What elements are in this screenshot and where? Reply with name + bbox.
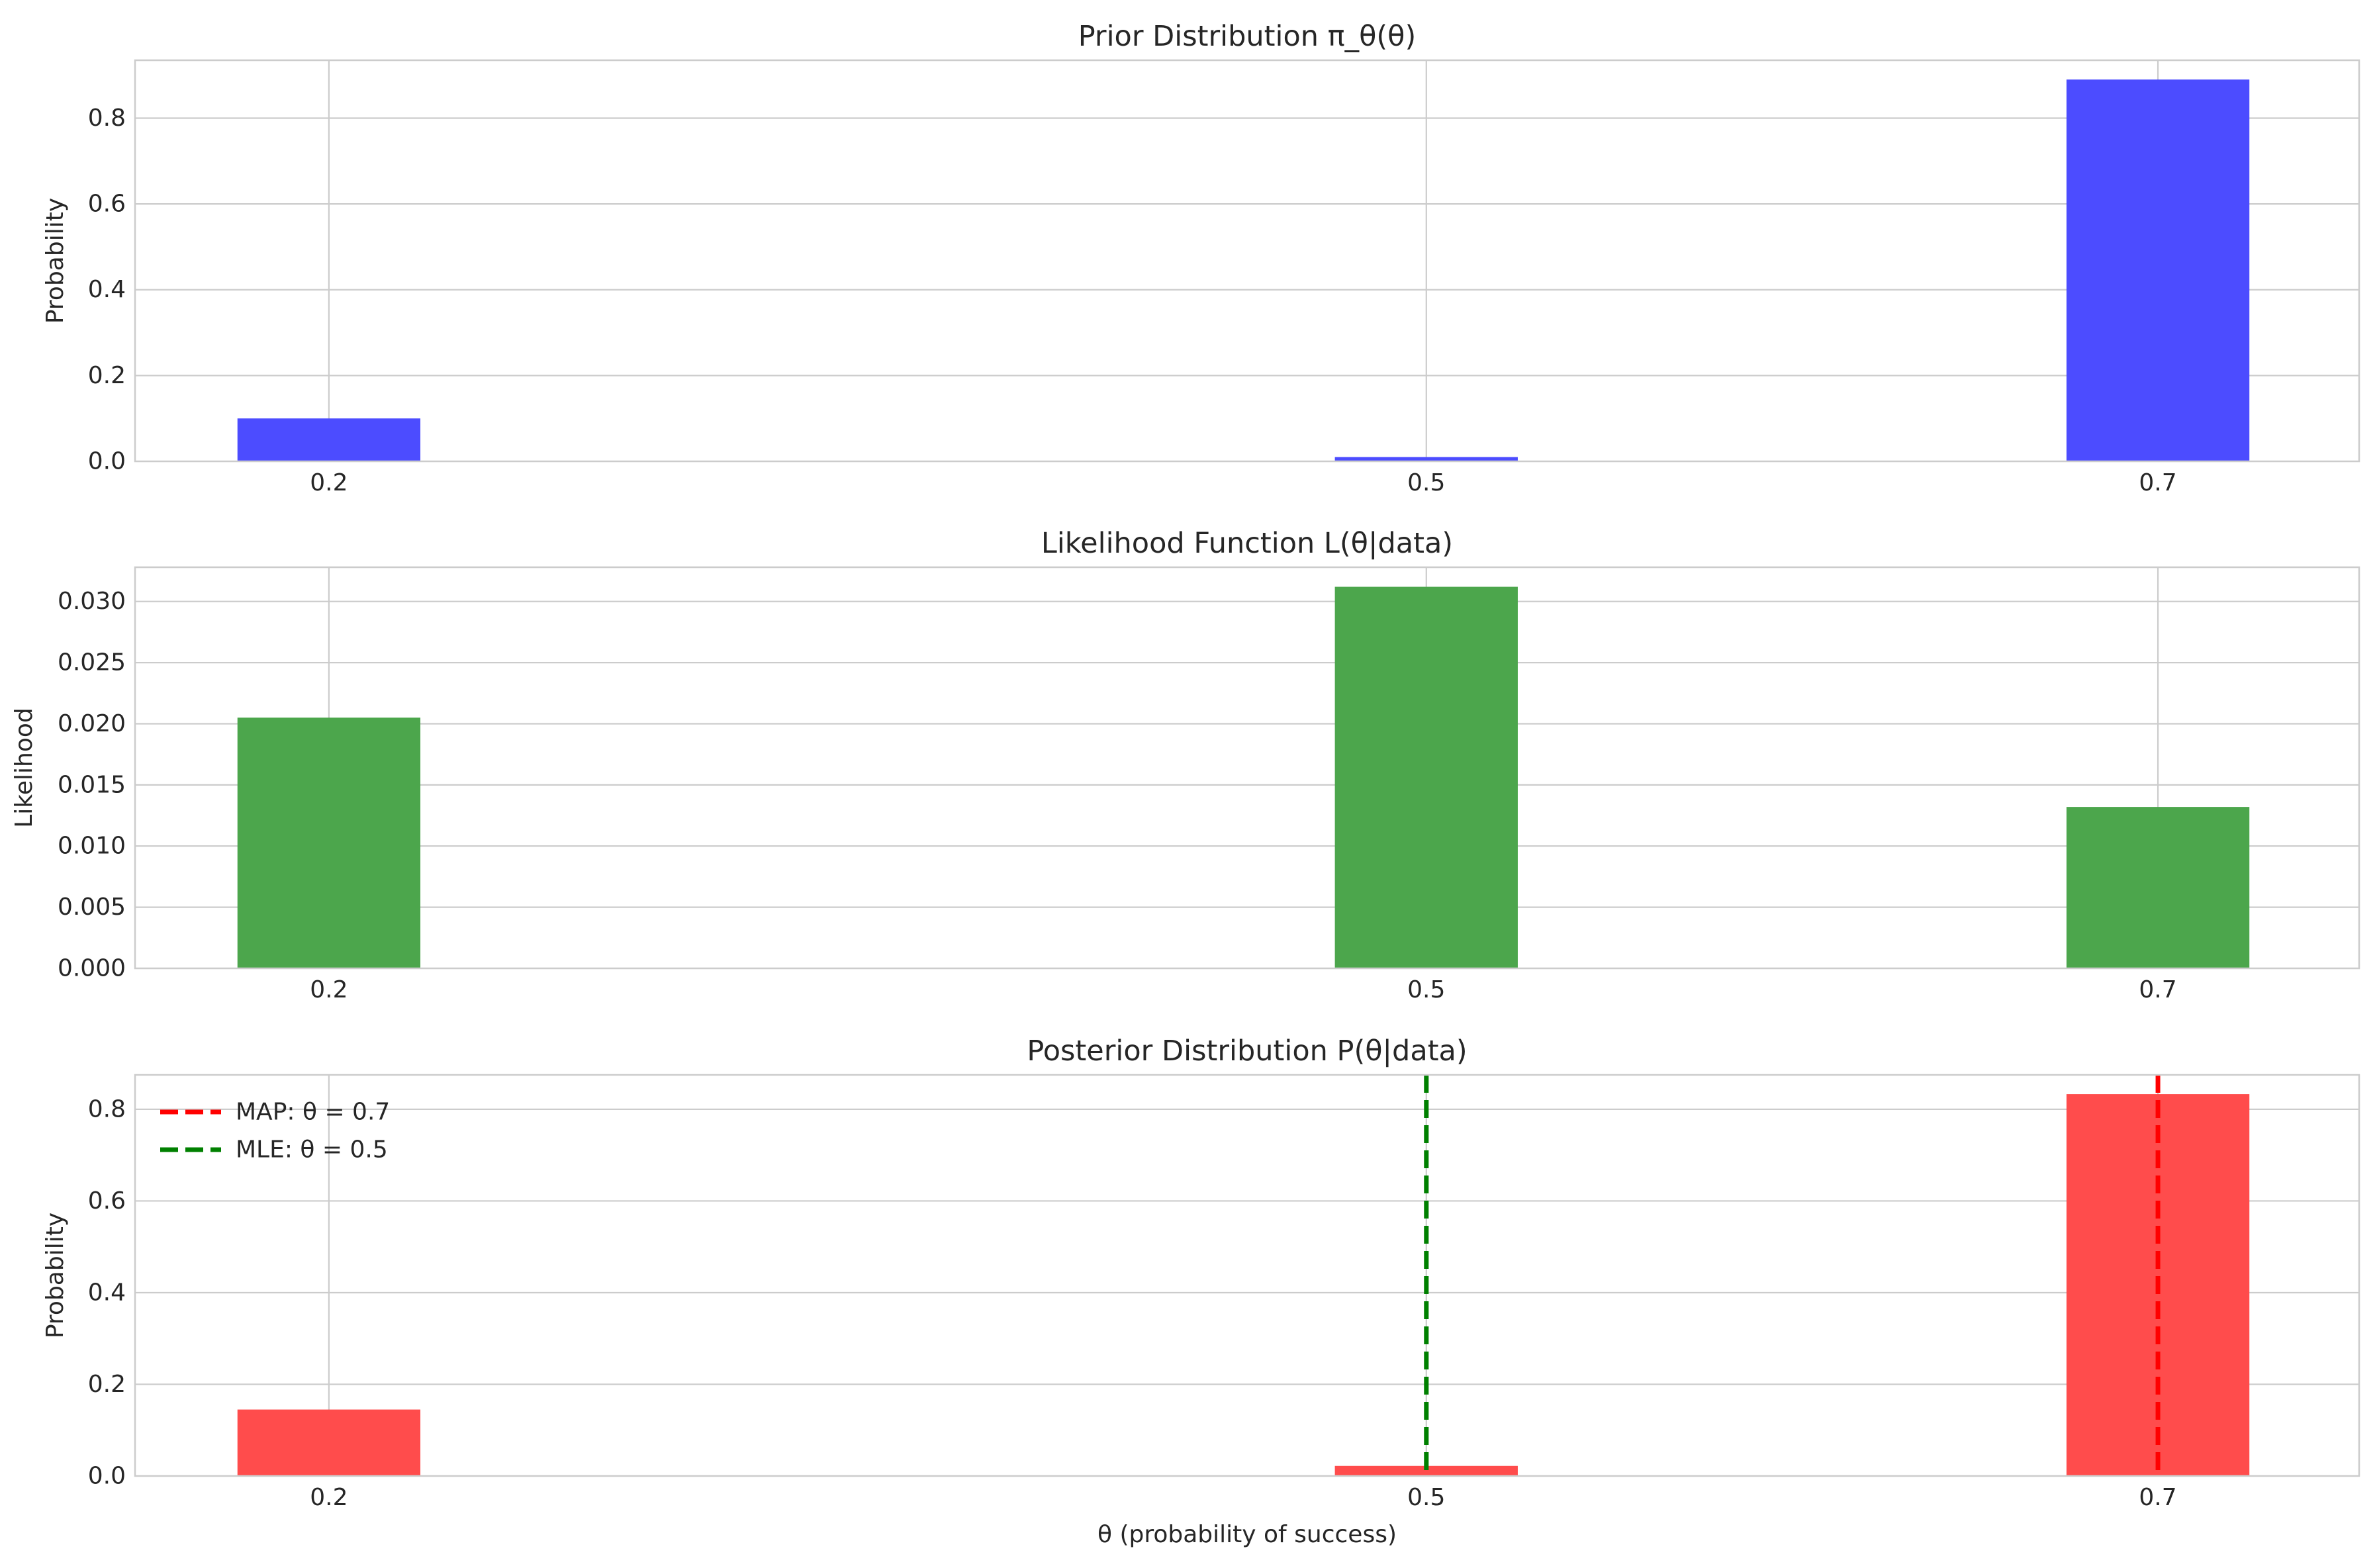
x-tick-label: 0.5 (1407, 1484, 1445, 1511)
bar-0.7 (2066, 807, 2250, 968)
y-tick-label: 0.4 (88, 276, 126, 303)
y-tick-label: 0.0 (88, 1463, 126, 1490)
panel-title: Likelihood Function L(θ|data) (1041, 527, 1453, 560)
plot-frame (134, 59, 2360, 463)
plot-frame (134, 1074, 2360, 1477)
panel-title: Prior Distribution π_θ(θ) (1078, 20, 1417, 53)
y-tick-label: 0.6 (88, 191, 126, 218)
panel-2: 0.000 0.005 0.010 0.015 0.020 0.025 0.030 0.2 0.… (11, 527, 2360, 1003)
y-tick-label: 0.2 (88, 1371, 126, 1398)
plot-area (135, 60, 2359, 461)
x-tick-label: 0.7 (2139, 469, 2176, 496)
y-tick-label: 0.025 (58, 649, 126, 676)
y-tick-label: 0.8 (88, 1095, 126, 1123)
plot-area (135, 567, 2359, 968)
x-tick-label: 0.5 (1407, 976, 1445, 1003)
x-tick-label: 0.5 (1407, 469, 1445, 496)
y-tick-label: 0.0 (88, 448, 126, 475)
y-tick-label: 0.2 (88, 362, 126, 389)
y-tick-label: 0.020 (58, 710, 126, 737)
y-tick-label: 0.6 (88, 1187, 126, 1215)
x-tick-label: 0.7 (2139, 1484, 2176, 1511)
plot-area (135, 1075, 2359, 1476)
bar-0.7 (2066, 79, 2250, 462)
plot-frame (134, 566, 2360, 970)
legend: MAP: θ = 0.7 MLE: θ = 0.5 (160, 1099, 390, 1164)
y-axis-label: Probability (42, 198, 69, 324)
y-tick-label: 0.015 (58, 771, 126, 798)
y-axis-label: Likelihood (11, 708, 38, 828)
x-tick-label: 0.7 (2139, 976, 2176, 1003)
y-tick-label: 0.000 (58, 955, 126, 982)
bar-0.2 (237, 1409, 421, 1476)
panel-title: Posterior Distribution P(θ|data) (1027, 1035, 1467, 1068)
bar-0.5 (1334, 586, 1518, 968)
bar-0.5 (1334, 457, 1518, 461)
panel-1: 0.0 0.2 0.4 0.6 0.8 0.2 0.5 0.7 Prior Distributi… (42, 20, 2360, 496)
y-tick-label: 0.030 (58, 588, 126, 615)
x-tick-label: 0.2 (310, 469, 348, 496)
legend-label: MLE: θ = 0.5 (236, 1136, 388, 1164)
x-tick-label: 0.2 (310, 1484, 348, 1511)
x-axis-label: θ (probability of success) (1097, 1521, 1397, 1548)
bar-0.2 (237, 418, 421, 461)
panel-3: 0.0 0.2 0.4 0.6 0.8 0.2 0.5 0.7 MAP: θ = 0.7 MLE:… (42, 1035, 2360, 1548)
legend-label: MAP: θ = 0.7 (236, 1099, 390, 1126)
y-tick-label: 0.4 (88, 1279, 126, 1306)
bar-0.2 (237, 717, 421, 968)
y-tick-label: 0.010 (58, 833, 126, 860)
y-axis-label: Probability (42, 1213, 69, 1338)
y-tick-label: 0.8 (88, 105, 126, 132)
x-tick-label: 0.2 (310, 976, 348, 1003)
bar-0.5 (1334, 1465, 1518, 1476)
y-tick-label: 0.005 (58, 894, 126, 921)
